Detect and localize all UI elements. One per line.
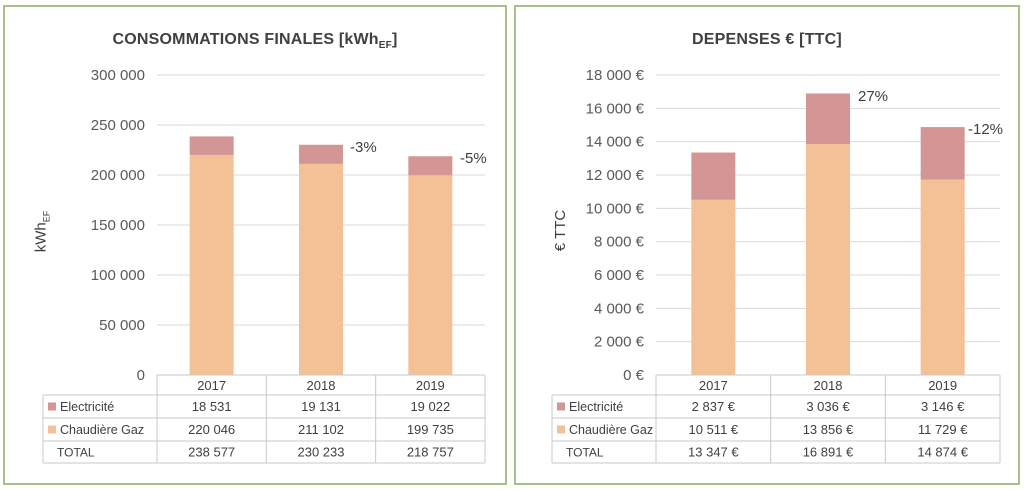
table-cell: 10 511 € [689,422,739,437]
change-annotation: 27% [858,88,888,105]
x-category-label: 2017 [197,378,226,393]
y-tick-label: 18 000 € [586,67,645,84]
y-tick-label: 150 000 [91,217,145,234]
chart-title: DEPENSES € [TTC] [692,31,842,48]
table-cell: 14 874 € [917,445,968,460]
bar-chaudiere-gaz-2017 [189,154,234,375]
table-cell: 238 577 [188,445,235,460]
bar-chaudiere-gaz-2019 [920,179,965,375]
depenses-chart: 0 € 2 000 € 4 000 € 6 000 € 8 000 € 10 000 € 1… [551,67,1003,464]
total-label: TOTAL [566,446,604,460]
change-annotation: -12% [968,121,1003,138]
table-cell: 18 531 [192,399,232,414]
y-tick-label: 10 000 € [586,200,645,217]
y-tick-label: 100 000 [91,267,145,284]
y-tick-label: 200 000 [91,167,145,184]
x-category-label: 2019 [928,378,957,393]
total-label: TOTAL [57,446,95,460]
y-tick-label: 6 000 € [594,267,645,284]
x-category-label: 2018 [307,378,336,393]
table-cell: 218 757 [407,445,454,460]
legend-swatch [48,402,56,411]
y-tick-label: 12 000 € [586,167,645,184]
table-cell: 3 036 € [806,399,850,414]
table-cell: 220 046 [188,422,235,437]
legend-swatch [557,425,565,434]
x-category-label: 2017 [699,378,728,393]
bar-electricite-2019 [408,156,453,176]
table-cell: 13 856 € [803,422,854,437]
bar-chaudiere-gaz-2018 [806,144,850,375]
bar-chaudiere-gaz-2017 [691,199,736,375]
table-cell: 3 146 € [921,399,965,414]
x-category-label: 2018 [814,378,843,393]
y-tick-label: 250 000 [91,117,145,134]
bar-electricite-2018 [806,93,850,145]
table-cell: 230 233 [298,445,345,460]
y-tick-label: 300 000 [91,67,145,84]
bar-electricite-2017 [691,152,736,200]
bar-electricite-2017 [189,136,234,155]
table-cell: 211 102 [298,422,344,437]
table-cell: 2 837 € [692,399,736,414]
y-tick-label: 0 [137,367,145,384]
legend-entry: Electricité [569,400,623,414]
table-cell: 19 131 [301,399,341,414]
table-cell: 19 022 [410,399,450,414]
x-category-label: 2019 [416,378,445,393]
bar-electricite-2019 [920,127,965,180]
y-tick-label: 14 000 € [586,134,645,151]
legend-swatch [557,402,565,411]
table-cell: 16 891 € [803,445,854,460]
bar-chaudiere-gaz-2019 [408,175,453,375]
table-cell: 199 735 [407,422,454,437]
y-tick-label: 50 000 [99,317,145,334]
y-tick-label: 16 000 € [586,100,645,117]
chart-panel-consommations: CONSOMMATIONS FINALES [kWhEF] kWhEF 0 50 … [3,5,507,485]
legend-entry: Chaudière Gaz [569,423,653,437]
consommations-chart: 0 50 000 100 000 150 000 200 000 250 000 300 0… [42,67,487,464]
y-tick-label: 2 000 € [594,334,645,351]
y-tick-label: 0 € [623,367,645,384]
change-annotation: -3% [350,139,377,156]
table-cell: 13 347 € [688,445,739,460]
bar-electricite-2018 [299,144,343,164]
legend-entry: Electricité [60,400,114,414]
legend-swatch [48,425,56,434]
change-annotation: -5% [460,150,487,167]
y-tick-label: 8 000 € [594,234,645,251]
chart-title: CONSOMMATIONS FINALES [kWhEF] [112,31,398,52]
y-tick-label: 4 000 € [594,300,645,317]
table-cell: 11 729 € [918,422,968,437]
legend-entry: Chaudière Gaz [60,423,144,437]
bar-chaudiere-gaz-2018 [299,163,343,375]
chart-panel-depenses: DEPENSES € [TTC] € TTC 0 €2 000 €4 000 €… [514,5,1020,485]
